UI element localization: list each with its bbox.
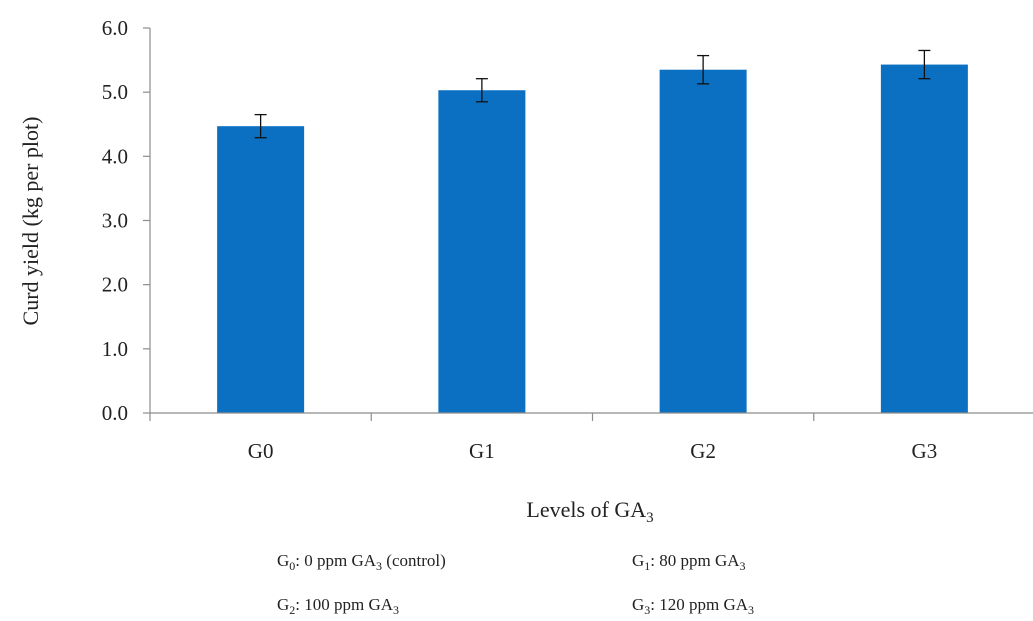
x-tick-label-g3: G3: [912, 439, 938, 463]
bars: [217, 64, 968, 414]
bar-g0: [217, 126, 305, 414]
bar-g2: [659, 69, 747, 413]
level-notes: G0: 0 ppm GA3 (control) G1: 80 ppm GA3 G2:…: [277, 551, 754, 617]
bar-g3: [880, 64, 968, 413]
error-bars: [254, 49, 931, 139]
tick-labels: G0 G1 G2 G3 0.0 1.0 2.0 3.0 4.0 5.0 6.0: [102, 16, 937, 463]
error-bar-g1: [475, 78, 488, 103]
y-axis-title: Curd yield (kg per plot): [18, 117, 43, 326]
level-note-g3: G3: 120 ppm GA3: [632, 595, 754, 617]
level-note-g1: G1: 80 ppm GA3: [632, 551, 746, 573]
y-tick-label: 4.0: [102, 144, 128, 168]
y-tick-label: 0.0: [102, 401, 128, 425]
y-tick-label: 2.0: [102, 273, 128, 297]
y-tick-label: 3.0: [102, 209, 128, 233]
x-tick-label-g1: G1: [469, 439, 495, 463]
level-note-g2: G2: 100 ppm GA3: [277, 595, 399, 617]
axes: [143, 27, 1033, 421]
y-tick-label: 5.0: [102, 80, 128, 104]
bar-g1: [438, 90, 526, 413]
y-tick-label: 1.0: [102, 337, 128, 361]
y-tick-label: 6.0: [102, 16, 128, 40]
level-note-g0: G0: 0 ppm GA3 (control): [277, 551, 446, 573]
error-bar-g0: [254, 113, 267, 139]
error-bar-g3: [918, 49, 931, 80]
x-tick-label-g0: G0: [248, 439, 274, 463]
x-tick-label-g2: G2: [690, 439, 716, 463]
x-axis-title: Levels of GA3: [526, 497, 653, 526]
error-bar-g2: [697, 54, 710, 85]
